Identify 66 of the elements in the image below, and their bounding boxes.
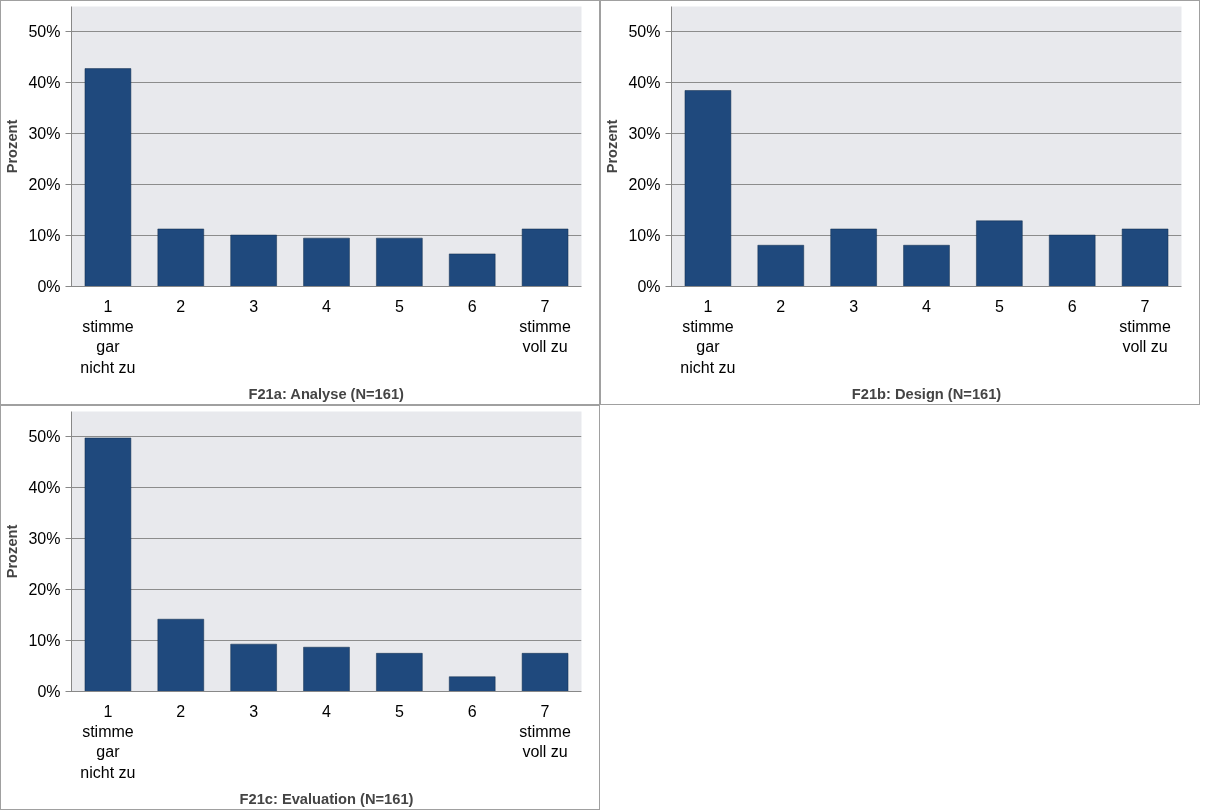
- y-tick-label: 30%: [28, 125, 61, 143]
- bar: [521, 228, 569, 287]
- bar: [976, 220, 1023, 287]
- text: F21b: Design (N=161): [851, 385, 1002, 402]
- x-tick-label: 6: [1067, 297, 1077, 315]
- y-axis-title: Prozent: [4, 524, 21, 579]
- y-tick-label: 0%: [37, 683, 61, 700]
- y-tick-label: 10%: [628, 227, 661, 245]
- x-tick-label: 2: [176, 297, 186, 315]
- bar: [684, 90, 732, 287]
- y-tick-label: 50%: [28, 428, 61, 446]
- x-tick-label: 5: [394, 702, 404, 720]
- x-tick-label: 3: [849, 297, 859, 315]
- x-tick-label: 6: [467, 702, 477, 720]
- x-tick-label: 1 stimme gar nicht zu: [80, 297, 136, 376]
- y-tick-label: 20%: [628, 176, 661, 194]
- bar: [1049, 234, 1096, 287]
- bar: [830, 228, 877, 287]
- x-tick-label: 4: [322, 702, 332, 720]
- x-tick-label: 1 stimme gar nicht zu: [80, 702, 136, 781]
- bar: [1121, 228, 1169, 287]
- x-tick-label: 7 stimme voll zu: [519, 297, 571, 356]
- bar: [84, 68, 132, 287]
- y-tick-label: 20%: [28, 176, 61, 194]
- bar: [230, 643, 277, 692]
- bar: [84, 437, 132, 692]
- x-tick-label: 3: [249, 297, 259, 315]
- bar: [157, 228, 204, 287]
- text: F21c: Evaluation (N=161): [239, 790, 414, 807]
- y-tick-label: 40%: [28, 74, 61, 92]
- y-tick-label: 20%: [28, 581, 61, 599]
- bar: [521, 653, 569, 692]
- bar: [157, 618, 204, 692]
- bar: [376, 237, 423, 287]
- bar: [303, 646, 350, 692]
- x-tick-label: 2: [176, 702, 186, 720]
- y-tick-label: 0%: [637, 278, 661, 295]
- bar: [903, 245, 950, 287]
- y-tick-label: 40%: [628, 74, 661, 92]
- bar: [376, 653, 423, 692]
- x-tick-label: 2: [776, 297, 786, 315]
- bar: [449, 676, 496, 692]
- x-tick-label: 1 stimme gar nicht zu: [680, 297, 736, 376]
- y-tick-label: 30%: [28, 530, 61, 548]
- y-tick-label: 40%: [28, 479, 61, 497]
- y-tick-label: 10%: [28, 227, 61, 245]
- x-tick-label: 4: [322, 297, 332, 315]
- y-tick-label: 30%: [628, 125, 661, 143]
- y-axis-title: Prozent: [4, 119, 21, 174]
- y-axis-title: Prozent: [604, 119, 621, 174]
- x-tick-label: 4: [922, 297, 932, 315]
- x-tick-label: 3: [249, 702, 259, 720]
- x-tick-label: 5: [994, 297, 1004, 315]
- x-tick-label: 7 stimme voll zu: [519, 702, 571, 761]
- text: F21a: Analyse (N=161): [248, 385, 405, 402]
- x-tick-label: 6: [467, 297, 477, 315]
- x-tick-label: 7 stimme voll zu: [1119, 297, 1171, 356]
- y-tick-label: 50%: [28, 23, 61, 41]
- y-tick-label: 0%: [37, 278, 61, 295]
- bar: [230, 234, 277, 287]
- x-tick-label: 5: [394, 297, 404, 315]
- bar: [449, 253, 496, 287]
- y-tick-label: 50%: [628, 23, 661, 41]
- bar: [303, 237, 350, 287]
- y-tick-label: 10%: [28, 632, 61, 650]
- bar: [757, 245, 804, 287]
